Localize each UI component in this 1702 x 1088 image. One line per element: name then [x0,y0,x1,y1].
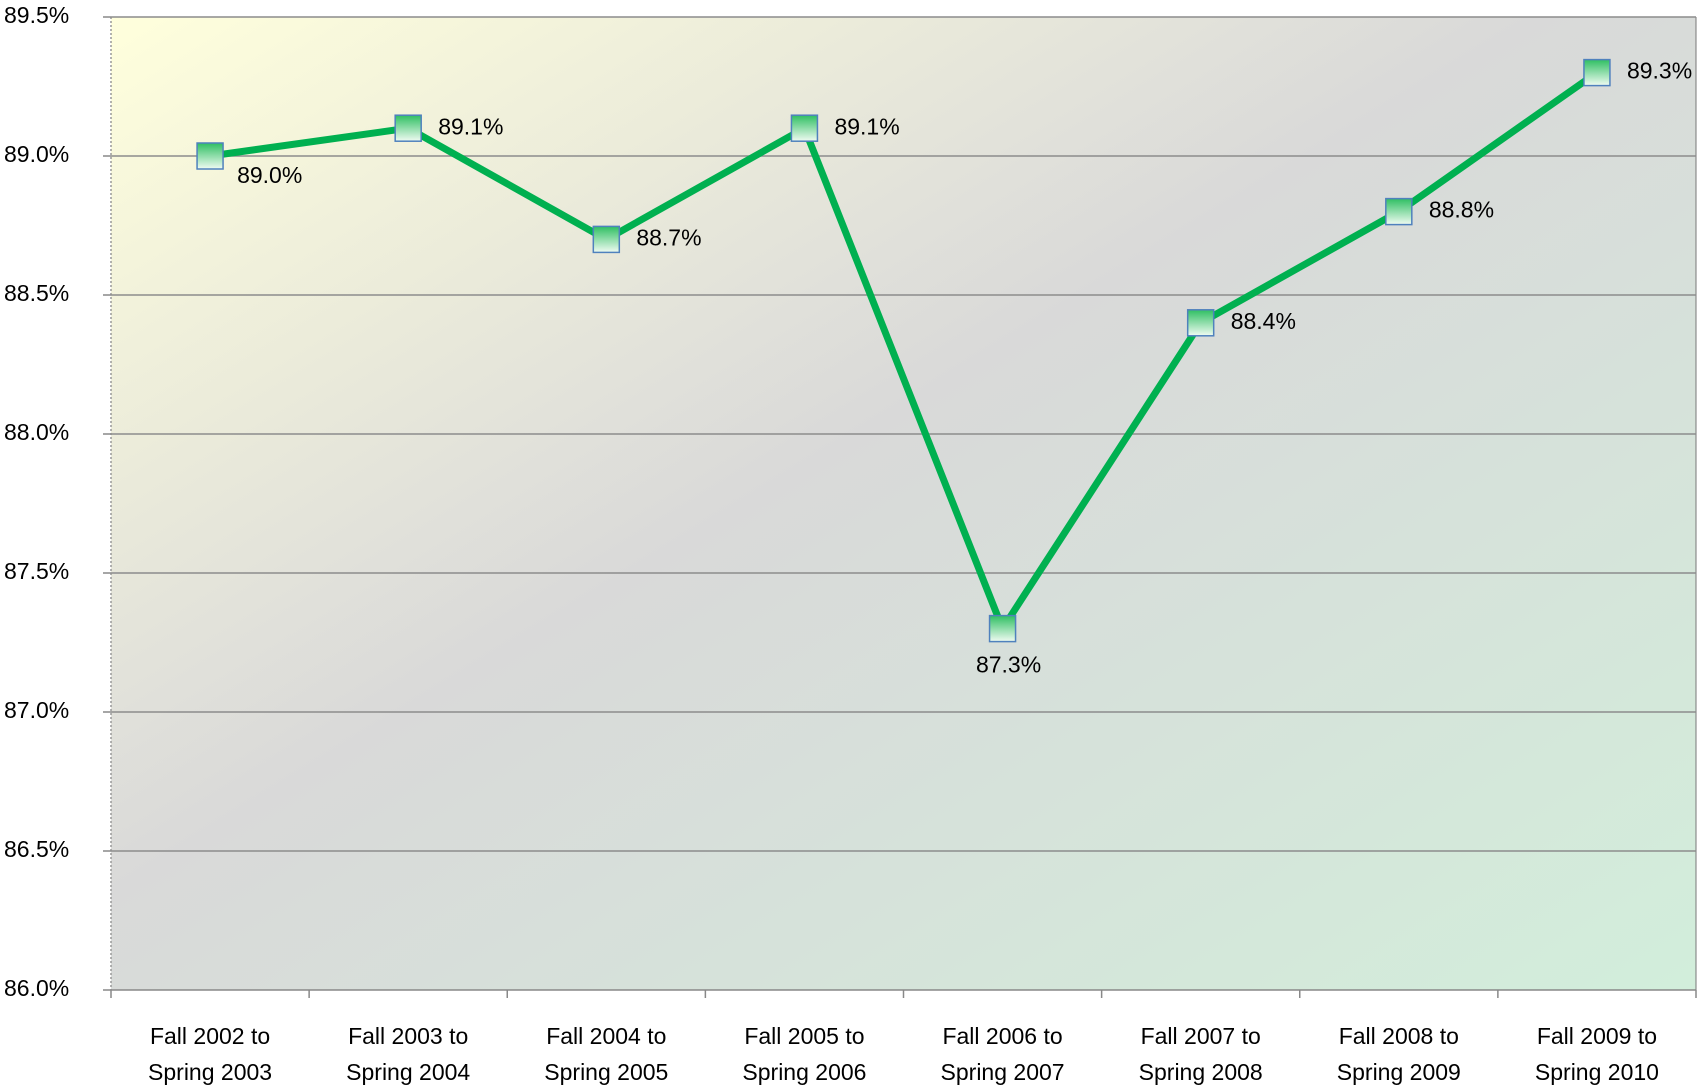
marker [196,142,224,170]
data-label: 88.7% [636,224,701,250]
y-tick-label: 87.5% [4,558,69,584]
marker [790,114,819,142]
x-tick-label: Fall 2005 to Spring 2006 [742,1023,867,1085]
marker [1186,309,1215,337]
y-tick-label: 86.0% [4,975,69,1001]
marker [592,225,621,254]
y-tick-label: 86.5% [4,836,69,862]
x-tick-label: Fall 2002 to Spring 2003 [148,1023,273,1085]
data-label: 88.4% [1231,308,1296,334]
marker [1583,58,1611,87]
data-label: 88.8% [1429,197,1494,223]
x-tick-label: Fall 2003 to Spring 2004 [346,1023,471,1085]
data-label: 89.1% [438,113,503,139]
x-tick-label: Fall 2008 to Spring 2009 [1336,1023,1461,1085]
marker [988,614,1017,643]
x-tick-label: Fall 2006 to Spring 2007 [940,1023,1065,1085]
y-tick-label: 88.5% [4,280,69,306]
data-label: 89.0% [237,162,302,188]
y-tick-label: 89.5% [4,2,69,28]
series-line [209,69,1599,633]
marker [1385,197,1413,226]
data-label: 89.1% [834,113,899,139]
x-tick-label: Fall 2007 to Spring 2008 [1138,1023,1263,1085]
x-tick-label: Fall 2009 to Spring 2010 [1534,1023,1659,1085]
data-label: 87.3% [976,652,1041,678]
y-tick-label: 87.0% [4,697,69,723]
plot-background [111,17,1696,990]
y-tick-label: 88.0% [4,419,69,445]
y-tick-label: 89.0% [4,141,69,167]
x-tick-label: Fall 2004 to Spring 2005 [544,1023,669,1085]
marker [394,114,422,142]
data-label: 89.3% [1627,58,1692,84]
